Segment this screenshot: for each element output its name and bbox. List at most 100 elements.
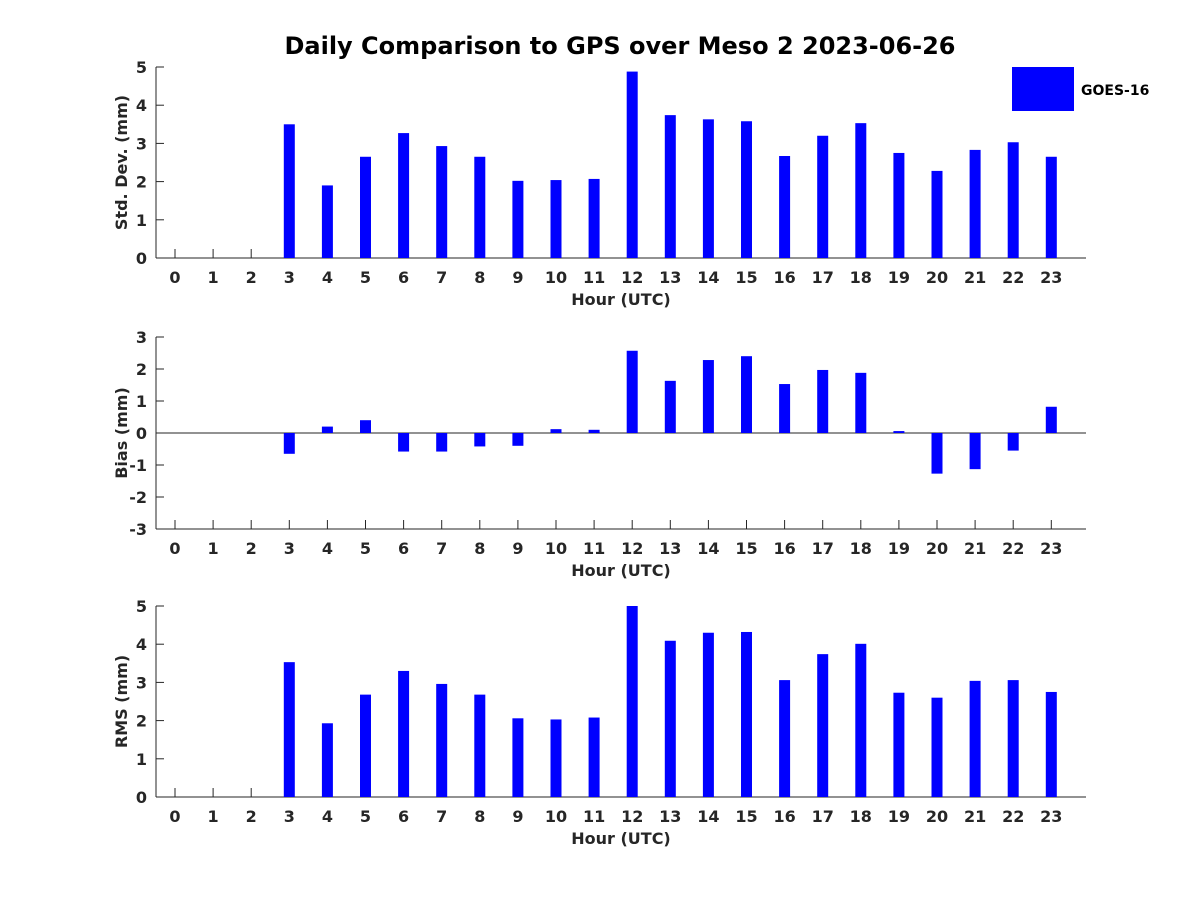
bar-hour-18 <box>855 123 867 259</box>
x-tick-label: 13 <box>659 539 681 558</box>
x-tick-label: 22 <box>1002 807 1024 826</box>
x-tick-label: 5 <box>360 807 371 826</box>
y-tick-label: 1 <box>136 392 147 411</box>
x-tick-label: 8 <box>474 268 485 287</box>
bar-hour-4 <box>321 723 333 797</box>
x-tick-label: 21 <box>964 268 986 287</box>
y-tick-label: -1 <box>129 456 147 475</box>
y-tick-label: 0 <box>136 424 147 443</box>
x-axis-label: Hour (UTC) <box>571 829 671 848</box>
bar-hour-10 <box>550 429 562 433</box>
bar-hour-11 <box>588 178 600 258</box>
bar-hour-14 <box>702 632 714 797</box>
x-tick-label: 5 <box>360 539 371 558</box>
bar-hour-3 <box>283 124 295 258</box>
bar-hour-10 <box>550 719 562 797</box>
x-tick-label: 14 <box>697 807 719 826</box>
x-tick-label: 6 <box>398 539 409 558</box>
y-tick-label: 4 <box>136 635 147 654</box>
x-tick-label: 10 <box>545 268 567 287</box>
x-tick-label: 9 <box>512 807 523 826</box>
x-tick-label: 10 <box>545 539 567 558</box>
x-tick-label: 13 <box>659 268 681 287</box>
x-tick-label: 6 <box>398 807 409 826</box>
bar-hour-23 <box>1045 691 1057 797</box>
x-tick-label: 14 <box>697 268 719 287</box>
y-tick-label: 2 <box>136 173 147 192</box>
bar-hour-8 <box>474 694 486 797</box>
bar-hour-19 <box>893 692 905 797</box>
x-tick-label: 8 <box>474 539 485 558</box>
bar-hour-18 <box>855 643 867 797</box>
x-tick-label: 12 <box>621 268 643 287</box>
bar-hour-15 <box>741 121 752 258</box>
bar-hour-19 <box>893 152 905 258</box>
y-tick-label: 3 <box>136 134 147 153</box>
bar-hour-11 <box>588 717 600 797</box>
x-axis-label: Hour (UTC) <box>571 561 671 580</box>
y-tick-label: 5 <box>136 597 147 616</box>
bar-hour-8 <box>474 156 486 258</box>
x-tick-label: 12 <box>621 539 643 558</box>
bar-hour-15 <box>741 356 752 433</box>
bar-hour-12 <box>626 350 638 433</box>
x-tick-label: 23 <box>1040 539 1062 558</box>
y-axis-label: Std. Dev. (mm) <box>112 95 131 230</box>
x-tick-label: 23 <box>1040 807 1062 826</box>
bar-hour-7 <box>436 683 448 797</box>
y-tick-label: 1 <box>136 211 147 230</box>
chart-title: Daily Comparison to GPS over Meso 2 2023… <box>284 32 955 60</box>
legend-label: GOES-16 <box>1081 83 1149 99</box>
x-tick-label: 16 <box>773 268 795 287</box>
bar-hour-7 <box>436 433 448 452</box>
bar-hour-17 <box>817 369 829 433</box>
x-tick-label: 17 <box>812 539 834 558</box>
x-tick-label: 15 <box>735 268 757 287</box>
bar-hour-7 <box>436 146 448 258</box>
bar-hour-6 <box>398 133 410 258</box>
bar-hour-18 <box>855 372 867 433</box>
x-tick-label: 0 <box>169 539 180 558</box>
bar-hour-13 <box>664 380 676 433</box>
x-tick-label: 21 <box>964 539 986 558</box>
x-tick-label: 13 <box>659 807 681 826</box>
legend: GOES-16 <box>1012 67 1149 111</box>
x-tick-label: 18 <box>850 268 872 287</box>
x-tick-label: 3 <box>284 807 295 826</box>
x-tick-label: 17 <box>812 807 834 826</box>
bar-hour-4 <box>321 426 333 433</box>
y-tick-label: -2 <box>129 488 147 507</box>
x-tick-label: 19 <box>888 539 910 558</box>
x-tick-label: 22 <box>1002 539 1024 558</box>
x-tick-label: 7 <box>436 268 447 287</box>
bar-hour-5 <box>360 694 371 797</box>
x-tick-label: 20 <box>926 539 948 558</box>
x-tick-label: 3 <box>284 268 295 287</box>
x-tick-label: 9 <box>512 539 523 558</box>
x-tick-label: 8 <box>474 807 485 826</box>
bar-hour-12 <box>626 71 638 258</box>
x-tick-label: 11 <box>583 807 605 826</box>
bar-hour-6 <box>398 433 410 452</box>
x-tick-label: 18 <box>850 807 872 826</box>
bar-hour-3 <box>283 662 295 797</box>
bar-hour-17 <box>817 135 829 258</box>
bar-hour-5 <box>360 156 371 258</box>
x-tick-label: 7 <box>436 807 447 826</box>
bar-hour-14 <box>702 119 714 258</box>
x-tick-label: 16 <box>773 807 795 826</box>
x-tick-label: 15 <box>735 539 757 558</box>
bar-hour-9 <box>512 433 524 446</box>
x-tick-label: 0 <box>169 807 180 826</box>
bar-hour-21 <box>969 149 981 258</box>
bar-hour-20 <box>931 170 943 258</box>
bar-hour-5 <box>360 420 371 433</box>
bar-hour-22 <box>1007 680 1019 797</box>
bar-hour-8 <box>474 433 486 447</box>
y-tick-label: 2 <box>136 360 147 379</box>
x-tick-label: 16 <box>773 539 795 558</box>
x-tick-label: 0 <box>169 268 180 287</box>
